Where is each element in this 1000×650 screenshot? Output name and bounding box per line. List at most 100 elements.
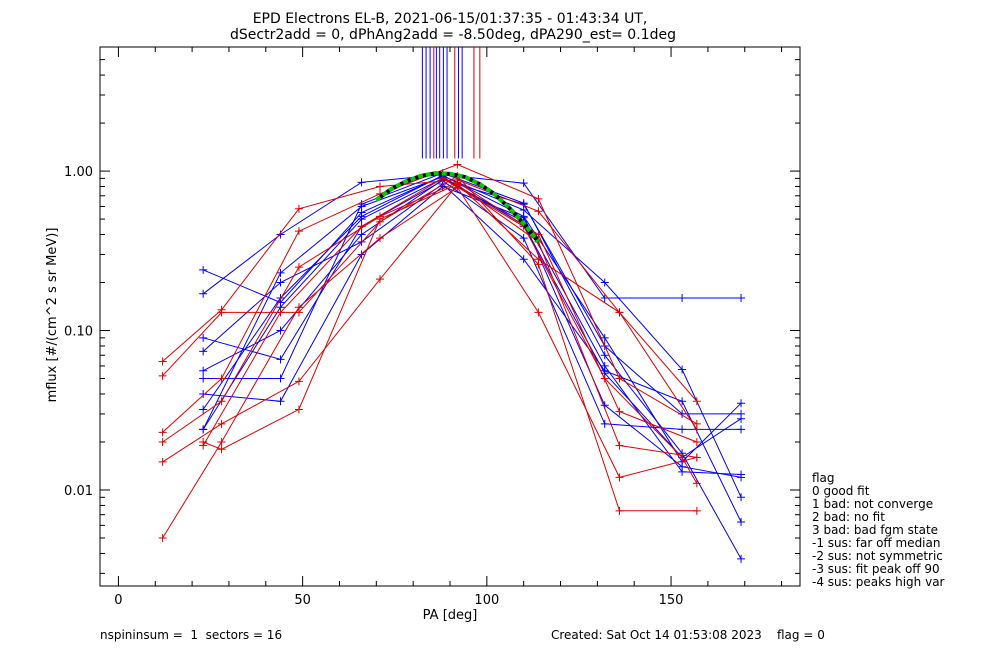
data-point [294,227,303,236]
data-point [600,374,609,383]
legend-item: 0 good fit [812,484,870,498]
legend-item: -4 sus: peaks high var [812,575,945,589]
data-point [692,453,701,462]
series [199,174,746,482]
data-point [692,397,701,406]
series-group [158,160,746,563]
data-point [737,493,746,502]
series [158,160,701,437]
legend-item: 3 bad: bad fgm state [812,523,938,537]
data-point [678,425,687,434]
data-point [737,425,746,434]
series-line [162,181,697,443]
data-point [534,255,543,264]
chart-title-line2: dSectr2add = 0, dPhAng2add = -8.50deg, d… [230,27,676,43]
y-axis-label: mflux [#/(cm^2 s sr MeV)] [45,228,60,403]
series [199,171,746,466]
data-point [453,160,462,169]
series [199,169,746,563]
data-point [376,275,384,284]
data-point [615,308,624,317]
data-point [294,303,303,312]
data-point [199,405,208,414]
data-point [376,234,384,243]
series-line [202,176,742,459]
legend-item: 2 bad: no fit [812,510,885,524]
series-line [203,175,742,498]
data-point [276,374,285,383]
data-point [276,397,285,406]
legend-item: -2 sus: not symmetric [812,549,943,563]
x-axis-label: PA [deg] [423,608,478,623]
data-point [357,200,366,209]
data-point [217,374,226,383]
data-point [692,479,701,488]
data-point [600,419,609,428]
data-point [199,366,208,375]
series-line [203,172,742,560]
data-point [534,308,543,317]
data-point [357,222,366,231]
series-line [202,174,742,463]
data-point [199,333,208,342]
x-tick-labels: 0 50 100 150 [114,593,683,608]
data-point [519,255,528,264]
data-point [357,208,366,217]
data-point [600,351,609,360]
peak-lines [421,47,481,159]
series-line [162,186,697,539]
data-point [276,268,285,277]
data-point [199,289,208,298]
data-point [357,178,366,187]
data-point [534,207,543,216]
data-point [276,278,285,287]
data-point [678,293,687,302]
footer-right: Created: Sat Oct 14 01:53:08 2023 flag =… [551,628,825,642]
data-point [199,425,208,434]
data-point [615,374,624,383]
data-point [158,457,167,466]
data-point [217,419,226,428]
data-point [519,234,528,243]
data-point [158,357,167,366]
x-tick-label: 150 [659,593,684,608]
legend-item: 1 bad: not converge [812,497,933,511]
data-point [294,405,303,414]
data-point [600,333,609,342]
fit-curve-green [375,171,540,244]
axis-ticks [100,46,800,586]
data-point [615,441,624,450]
data-point [357,250,366,259]
series-line [202,177,698,484]
data-point [737,470,746,479]
data-point [453,179,462,188]
data-point [615,473,624,482]
data-point [276,355,285,364]
series [199,174,701,488]
series [199,179,701,454]
series-line [162,184,697,463]
series-line [203,180,742,430]
data-point [158,437,167,446]
y-tick-labels: 0.01 0.10 1.00 [64,165,93,499]
data-point [217,437,226,446]
series-line [202,177,742,478]
series [158,180,701,466]
x-tick-label: 100 [474,593,499,608]
y-tick-label: 0.01 [64,484,93,499]
chart-title-line1: EPD Electrons EL-B, 2021-06-15/01:37:35 … [253,11,648,27]
legend-title: flag [812,471,835,485]
data-point [678,453,687,462]
series-line [162,179,698,402]
series-line [203,183,698,450]
data-point [294,377,303,386]
data-point [158,371,167,380]
data-point [158,428,167,437]
data-point [692,437,701,446]
data-point [158,533,167,542]
data-point [534,230,543,239]
series [199,176,746,434]
data-point [519,179,528,188]
data-point [438,174,447,183]
